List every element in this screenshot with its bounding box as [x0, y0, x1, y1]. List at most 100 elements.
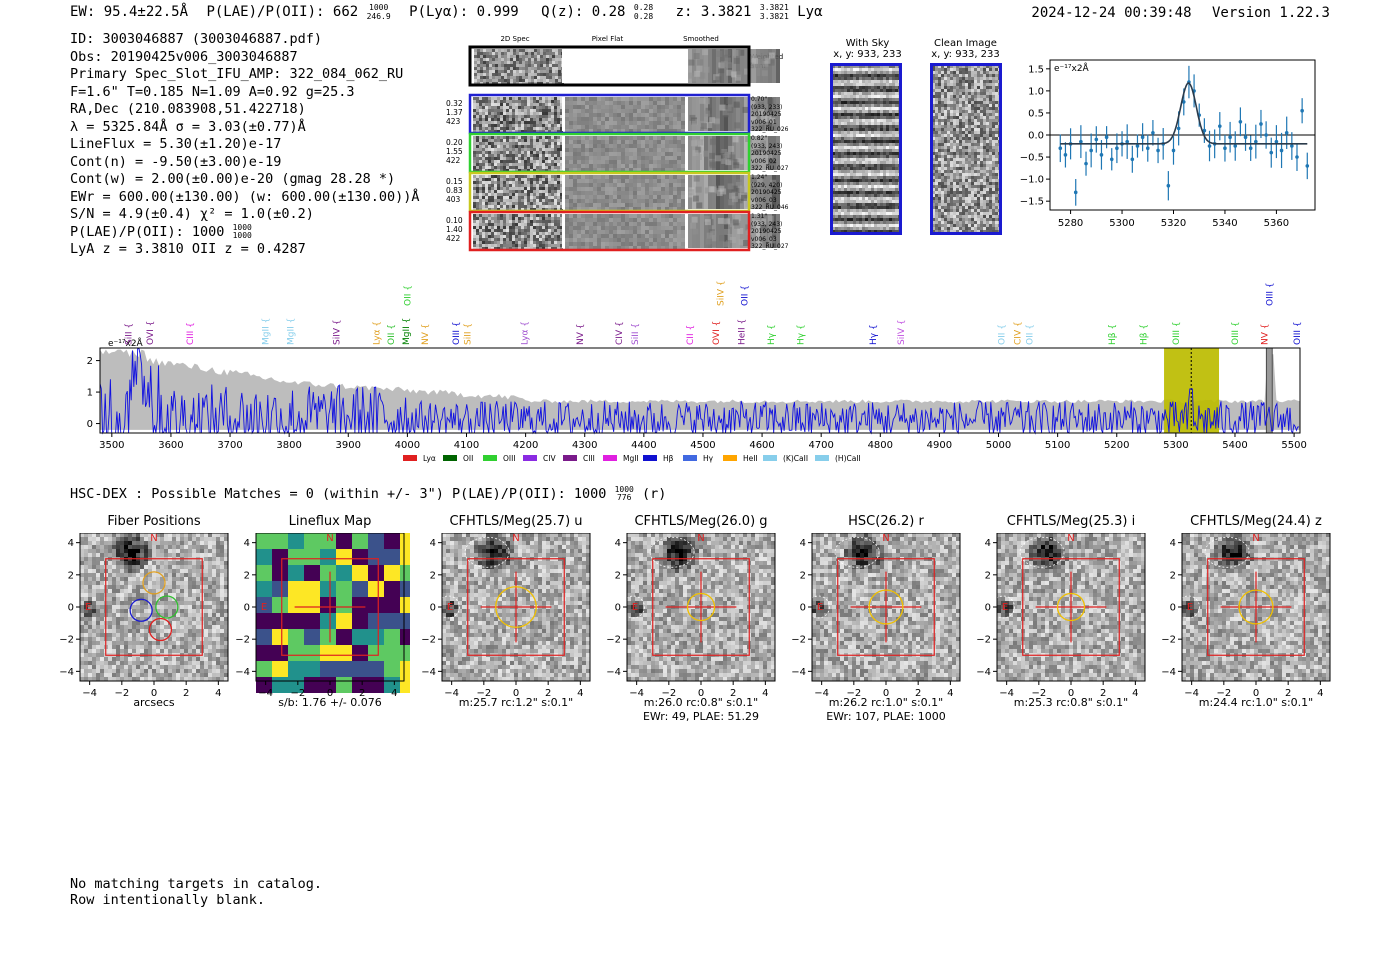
cutout-value: 422	[446, 156, 461, 165]
panel-xtick-label: −4	[999, 688, 1014, 699]
cutout-meta-line: v006_03	[751, 196, 777, 204]
panel-xtick-label: −4	[258, 688, 273, 699]
panel-ytick-label: −2	[59, 635, 74, 646]
cutout-meta-line: 20190425	[751, 111, 782, 118]
zoom-ytick-label: 1.0	[1028, 86, 1044, 97]
panel-ytick-label: 0	[800, 603, 806, 614]
header-z-hi: 3.3821	[759, 3, 789, 12]
emission-line-label: MgII {	[402, 318, 412, 345]
zoom-ytick-label: 0.0	[1028, 131, 1044, 142]
panel-ytick-label: 0	[68, 603, 74, 614]
emission-line-label: Hγ {	[796, 324, 806, 345]
zoom-ytick-label: 0.5	[1028, 108, 1044, 119]
cutout-meta-line: 20190425	[751, 189, 782, 196]
east-label: E	[632, 602, 638, 613]
panel-title: Fiber Positions	[107, 514, 201, 529]
panel-xtick-label: 0	[1253, 688, 1259, 699]
zoom-data-point	[1218, 124, 1222, 128]
panel-ytick-label: −4	[235, 667, 250, 678]
legend-label: Hγ	[703, 454, 714, 463]
spectrum-xtick-label: 4900	[927, 440, 952, 451]
panel-title: CFHTLS/Meg(25.7) u	[449, 514, 583, 529]
zoom-data-point	[1058, 146, 1063, 151]
zoom-ytick-label: −1.0	[1020, 175, 1044, 186]
spectrum-xtick-label: 4500	[690, 440, 715, 451]
cutout-image-panel: N E −4 −4 −2 −2 0 0 2 2 4 4	[606, 533, 776, 699]
emission-line-label: Hβ {	[1108, 324, 1118, 345]
legend-swatch	[643, 455, 657, 461]
panel-xtick-label: 0	[327, 688, 333, 699]
panel-ytick-label: 2	[430, 570, 436, 581]
cutout-meta-line: 20190425	[751, 150, 782, 157]
panel-xtick-label: −4	[444, 688, 459, 699]
spectrum-xtick-label: 5100	[1045, 440, 1070, 451]
panel-ytick-label: −2	[421, 635, 436, 646]
catalog-ellipse	[1204, 536, 1250, 568]
cutout-meta: 1.31" (933, 243) 20190425 v006_03 322_RU_027	[751, 213, 788, 251]
zoom-data-point	[1254, 139, 1258, 144]
cutout-value: 1.55	[446, 147, 463, 156]
header-plae: P(LAE)/P(OII): 662	[206, 4, 359, 20]
cutout-meta-line: (933, 243)	[751, 220, 783, 228]
info-line: Obs: 20190425v006_3003046887	[70, 48, 298, 65]
panel-ytick-label: −4	[976, 667, 991, 678]
info-line: Primary Spec_Slot_IFU_AMP: 322_084_062_R…	[70, 66, 404, 82]
emission-line-label: NV {	[576, 324, 586, 345]
panel-xtick-label: −4	[814, 688, 829, 699]
panel-caption: m:25.3 rc:0.8" s:0.1"	[1013, 696, 1129, 709]
spectrum-xtick-label: 3500	[99, 440, 124, 451]
panel-xtick-label: −2	[290, 688, 305, 699]
spectrum-ytick-label: 0	[87, 419, 93, 430]
search-box	[837, 558, 935, 656]
legend-label: OIII	[503, 454, 516, 463]
north-label: N	[1067, 533, 1074, 544]
zoom-data-point	[1109, 157, 1114, 162]
cutout-header-2dspec: 2D Spec	[500, 35, 530, 43]
panel-ytick-label: −2	[1161, 635, 1176, 646]
spectrum-xtick-label: 4800	[868, 440, 893, 451]
zoom-data-point	[1202, 128, 1207, 133]
spectrum-grey-band	[1265, 347, 1273, 434]
spectrum-plot-frame	[99, 347, 1301, 434]
catalog-ellipse	[622, 595, 645, 619]
info-line: Cont(n) = -9.50(±3.00)e-19	[70, 153, 282, 170]
spectrum-ylabel: e⁻¹⁷x2Å	[108, 337, 144, 349]
catalog-ellipse	[1177, 595, 1200, 619]
detection-info: ID: 3003046887 (3003046887.pdf) Obs: 201…	[70, 31, 420, 259]
emission-line-label-upper: SiIV {	[717, 280, 727, 306]
header-qz-lo: 0.28	[633, 12, 654, 21]
cutout-value: 422	[446, 234, 461, 243]
cutout-meta-line: (929, 420)	[751, 181, 783, 189]
zoom-data-point	[1264, 133, 1268, 137]
spectrum-xtick-label: 5300	[1163, 440, 1188, 451]
panel-xtick-label: 2	[545, 688, 551, 699]
panel-title: HSC(26.2) r	[848, 514, 924, 529]
panel-xtick-label: 4	[762, 688, 768, 699]
info-plae-lo: 1000	[232, 230, 252, 240]
emission-line-label: OII {	[1025, 324, 1035, 345]
zoom-data-point	[1238, 119, 1243, 124]
cutout-meta-line: 322_RU_026	[751, 126, 789, 133]
zoom-data-point	[1295, 155, 1299, 159]
zoom-data-point	[1145, 146, 1150, 151]
zoom-data-point	[1248, 146, 1253, 151]
header-summary: EW: 95.4±22.5Å P(LAE)/P(OII): 662 1000 2…	[70, 3, 823, 21]
zoom-xtick-label: 5300	[1109, 218, 1134, 229]
catalog-ellipse	[464, 536, 510, 568]
cutout-value: 403	[446, 195, 461, 204]
spectrum-xtick-label: 3700	[217, 440, 242, 451]
north-label: N	[1252, 533, 1259, 544]
zoom-data-point	[1305, 164, 1310, 168]
panel-xtick-label: −4	[82, 688, 97, 699]
panel-caption: m:26.0 rc:0.8" s:0.1"	[643, 696, 759, 709]
emission-line-label: OII {	[387, 324, 397, 345]
zoom-data-point	[1290, 144, 1294, 148]
fiber-circle	[129, 598, 153, 622]
catalog-ellipse	[807, 595, 830, 619]
info-line: LyA z = 3.3810 OII z = 0.4287	[70, 241, 306, 257]
spectrum-xtick-label: 4000	[395, 440, 420, 451]
header-z: z: 3.3821	[675, 4, 752, 20]
panel-title: CFHTLS/Meg(24.4) z	[1190, 514, 1322, 529]
with-sky-title: With Sky x, y: 933, 233	[815, 38, 920, 60]
hsc-band: (r)	[641, 486, 667, 502]
